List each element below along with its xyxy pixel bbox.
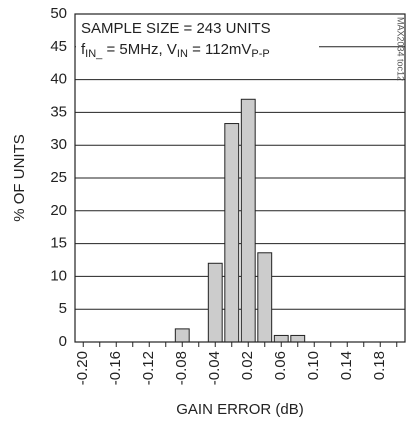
bar [207,262,223,343]
y-tick-label: 30 [50,136,67,153]
x-tick-label: -0.16 [107,351,124,385]
x-axis-label: GAIN ERROR (dB) [176,401,304,418]
annotation-part: IN [177,48,188,60]
annotation-box [76,15,319,62]
y-tick-label: 50 [50,5,67,22]
x-tick-label: 0.06 [272,351,289,380]
annotation-part: = 112mV [188,41,252,58]
annotation-part: P-P [251,48,269,60]
bar [174,328,190,343]
bar [240,98,256,343]
y-tick-label: 10 [50,267,67,284]
side-note: MAX2034 toc12 [396,17,406,81]
bar [257,252,273,343]
x-tick-label: -0.08 [173,351,190,385]
annotation-part: = 5MHz, V [102,41,177,58]
x-tick-label: 0.02 [239,351,256,380]
y-tick-label: 40 [50,71,67,88]
bar [290,334,306,343]
y-tick-label: 20 [50,202,67,219]
bar [273,334,289,343]
annotation-line: fIN_ = 5MHz, VIN = 112mVP-P [81,41,270,60]
x-tick-label: -0.20 [74,351,91,385]
x-tick-label: 0.10 [305,351,322,380]
y-axis-label: % OF UNITS [11,134,28,222]
y-tick-label: 25 [50,169,67,186]
annotation: SAMPLE SIZE = 243 UNITS [81,20,271,37]
y-tick-label: 15 [50,235,67,252]
plot-frame [74,13,406,343]
x-tick-label: 0.14 [338,351,355,380]
y-tick-label: 5 [59,300,67,317]
y-tick-label: 0 [59,333,67,350]
x-tick-label: -0.04 [206,351,223,385]
annotation-part: IN_ [85,48,103,60]
y-tick-label: 45 [50,38,67,55]
y-tick-label: 35 [50,103,67,120]
x-tick-label: 0.18 [371,351,388,380]
x-tick-label: -0.12 [140,351,157,385]
bar [224,123,240,343]
annotation-part: f [81,41,86,58]
